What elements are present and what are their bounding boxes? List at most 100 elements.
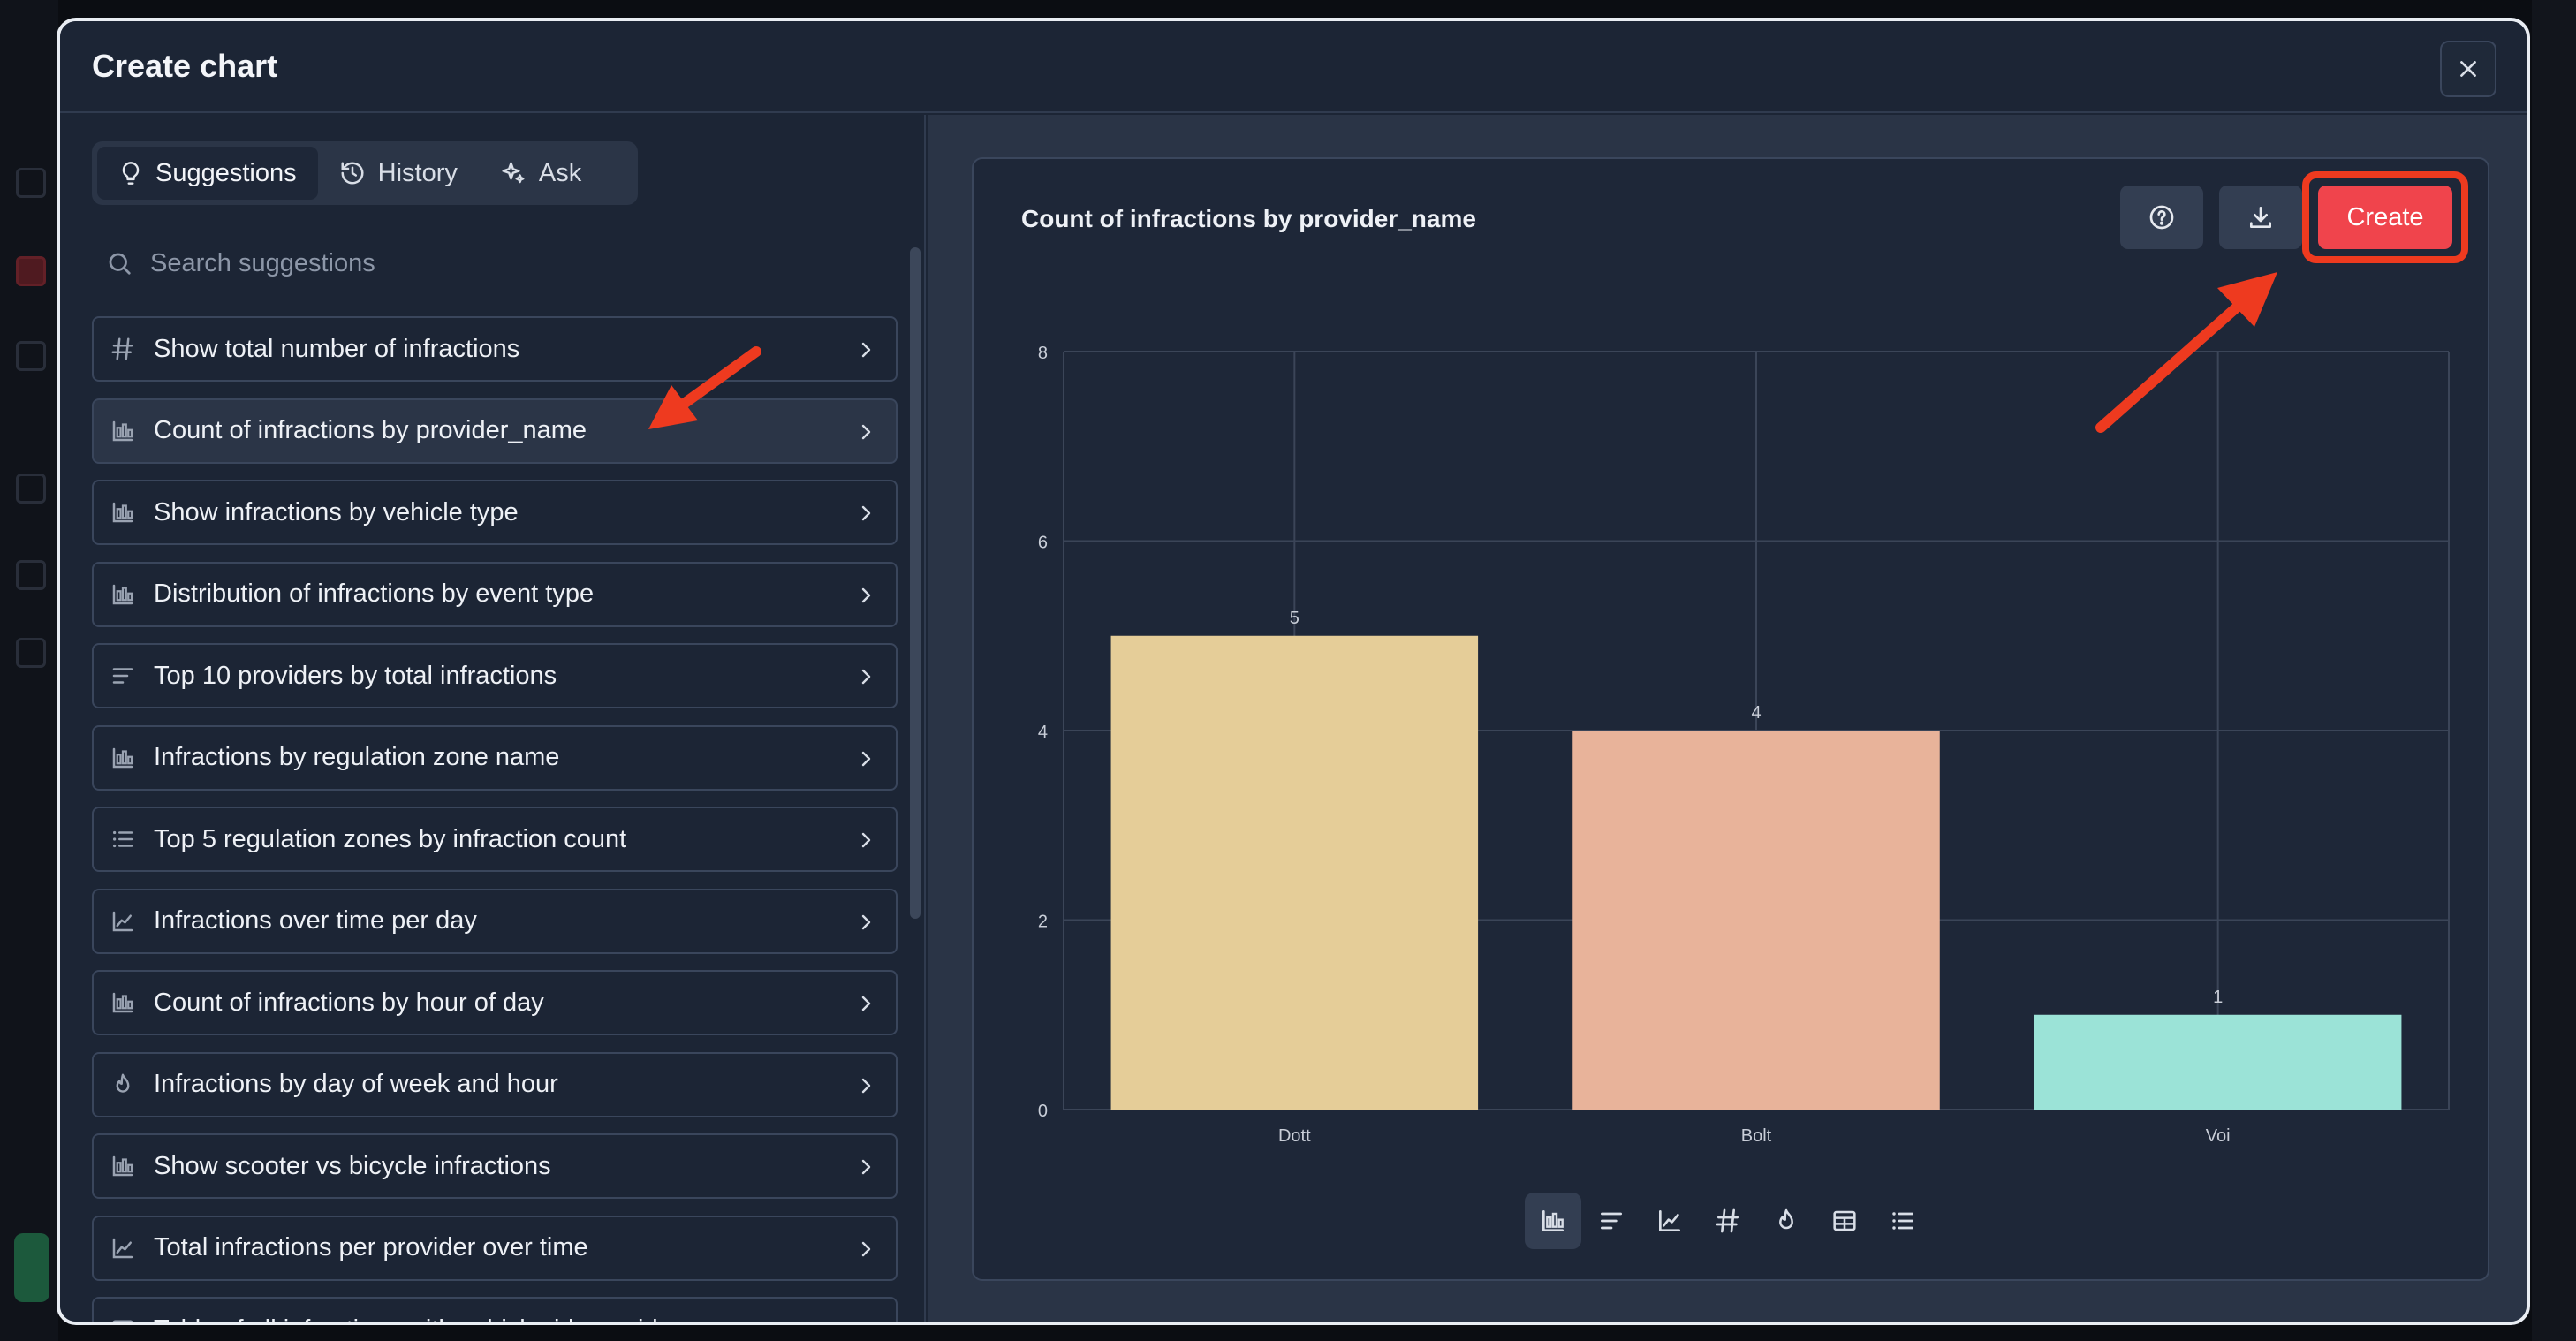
search-bar xyxy=(92,235,898,292)
suggestion-item[interactable]: Total infractions per provider over time xyxy=(92,1215,898,1281)
bar xyxy=(1110,635,1479,1110)
download-button[interactable] xyxy=(2219,186,2302,249)
suggestion-item[interactable]: Show scooter vs bicycle infractions xyxy=(92,1133,898,1199)
chart-type-button[interactable] xyxy=(1875,1193,1931,1249)
bar xyxy=(1572,731,1940,1110)
chevron-right-icon xyxy=(855,585,876,610)
close-button[interactable] xyxy=(2440,41,2496,97)
help-button[interactable] xyxy=(2120,186,2203,249)
background-code-icon xyxy=(16,474,46,504)
horizontal-bars-icon xyxy=(1601,1212,1622,1230)
suggestion-item[interactable]: Distribution of infractions by event typ… xyxy=(92,561,898,627)
suggestion-icon xyxy=(110,499,136,526)
suggestion-item[interactable]: Table of all infractions with vehicle_id… xyxy=(92,1297,898,1322)
chevron-right-icon xyxy=(855,912,876,937)
suggestion-label: Top 10 providers by total infractions xyxy=(154,661,557,690)
tab-suggestions[interactable]: Suggestions xyxy=(97,147,318,200)
chevron-right-icon xyxy=(855,1075,876,1101)
background-right-edge xyxy=(2532,0,2576,1341)
suggestion-label: Distribution of infractions by event typ… xyxy=(154,580,595,608)
bar-chart-icon xyxy=(112,1155,133,1177)
suggestion-label: Show infractions by vehicle type xyxy=(154,497,519,527)
create-chart-modal: Create chart Suggestions History Ask Sho xyxy=(57,18,2530,1325)
suggestion-item[interactable]: Count of infractions by hour of day xyxy=(92,970,898,1035)
suggestion-item[interactable]: Count of infractions by provider_name xyxy=(92,398,898,464)
chart-type-button[interactable] xyxy=(1816,1193,1873,1249)
download-icon xyxy=(2250,207,2271,228)
chevron-right-icon xyxy=(855,748,876,774)
suggestion-icon xyxy=(110,745,136,771)
suggestion-icon xyxy=(110,1072,136,1098)
history-icon xyxy=(341,162,364,185)
tab-label: Suggestions xyxy=(155,158,297,187)
chart-card: Count of infractions by provider_name Cr… xyxy=(972,157,2489,1281)
tab-history[interactable]: History xyxy=(318,147,479,200)
chevron-right-icon xyxy=(855,503,876,528)
tab-label: Ask xyxy=(538,158,582,187)
chart-type-button[interactable] xyxy=(1700,1193,1756,1249)
help-circle-icon xyxy=(2149,205,2174,230)
chevron-right-icon xyxy=(855,666,876,692)
suggestion-item[interactable]: Infractions by day of week and hour xyxy=(92,1051,898,1118)
tab-ask[interactable]: Ask xyxy=(479,147,602,200)
ranked-list-icon xyxy=(113,830,133,848)
chart-type-button[interactable] xyxy=(1525,1193,1581,1249)
suggestion-label: Show scooter vs bicycle infractions xyxy=(154,1151,551,1180)
suggestion-item[interactable]: Top 5 regulation zones by infraction cou… xyxy=(92,807,898,872)
y-tick-label: 0 xyxy=(1038,1102,1048,1121)
bar-chart: 0 2 4 6 8 5 Dott 4 Bolt 1 Voi xyxy=(1038,344,2450,1146)
background-green-button xyxy=(14,1233,49,1302)
bar-chart-icon xyxy=(112,992,133,1013)
chart-type-button[interactable] xyxy=(1758,1193,1815,1249)
suggestion-label: Top 5 regulation zones by infraction cou… xyxy=(154,824,627,853)
flame-icon xyxy=(116,1073,130,1093)
table-icon xyxy=(1833,1210,1856,1231)
panel-tabs: Suggestions History Ask xyxy=(92,141,638,205)
create-button[interactable]: Create xyxy=(2318,186,2452,249)
suggestion-icon xyxy=(110,989,136,1016)
y-tick-label: 6 xyxy=(1038,534,1048,553)
chevron-right-icon xyxy=(855,1156,876,1182)
suggestion-icon xyxy=(110,1316,136,1322)
suggestion-item[interactable]: Top 10 providers by total infractions xyxy=(92,643,898,708)
suggestion-icon xyxy=(110,1235,136,1261)
suggestion-icon xyxy=(110,336,136,362)
bar-chart-icon xyxy=(112,502,133,523)
chevron-right-icon xyxy=(855,830,876,855)
suggestions-scrollbar[interactable] xyxy=(910,247,921,919)
x-tick-label: Voi xyxy=(2206,1126,2231,1146)
close-icon xyxy=(2460,61,2476,77)
chevron-right-icon xyxy=(855,1320,876,1322)
search-input[interactable] xyxy=(150,248,857,278)
suggestions-panel: Suggestions History Ask Show total numbe… xyxy=(60,115,926,1322)
sparkle-icon xyxy=(502,162,525,184)
modal-title: Create chart xyxy=(92,48,278,84)
suggestion-item[interactable]: Show total number of infractions xyxy=(92,316,898,382)
line-chart-icon xyxy=(112,1238,133,1258)
suggestion-label: Show total number of infractions xyxy=(154,334,520,363)
y-tick-label: 2 xyxy=(1038,913,1048,932)
suggestion-icon xyxy=(110,1153,136,1179)
suggestion-icon xyxy=(110,908,136,935)
tab-label: History xyxy=(377,158,458,187)
suggestion-label: Count of infractions by provider_name xyxy=(154,416,587,444)
hash-icon xyxy=(111,337,133,360)
suggestion-icon xyxy=(110,581,136,608)
ranked-list-icon xyxy=(1892,1212,1913,1230)
bar-chart-icon xyxy=(112,747,133,768)
chart-preview-panel: Count of infractions by provider_name Cr… xyxy=(928,115,2527,1322)
bar-chart-icon xyxy=(112,584,133,604)
chart-type-button[interactable] xyxy=(1583,1193,1640,1249)
x-tick-label: Bolt xyxy=(1741,1126,1772,1146)
x-tick-label: Dott xyxy=(1278,1126,1311,1146)
horizontal-bars-icon xyxy=(112,668,133,684)
suggestion-item[interactable]: Infractions by regulation zone name xyxy=(92,724,898,791)
chart-title: Count of infractions by provider_name xyxy=(1021,205,1476,232)
suggestion-item[interactable]: Infractions over time per day xyxy=(92,888,898,954)
data-label: 5 xyxy=(1290,609,1299,628)
suggestion-label: Table of all infractions with vehicle_id… xyxy=(154,1315,759,1322)
chevron-right-icon xyxy=(855,1239,876,1264)
background-sidebar xyxy=(0,0,58,1341)
suggestion-item[interactable]: Show infractions by vehicle type xyxy=(92,480,898,545)
chart-type-button[interactable] xyxy=(1641,1193,1698,1249)
